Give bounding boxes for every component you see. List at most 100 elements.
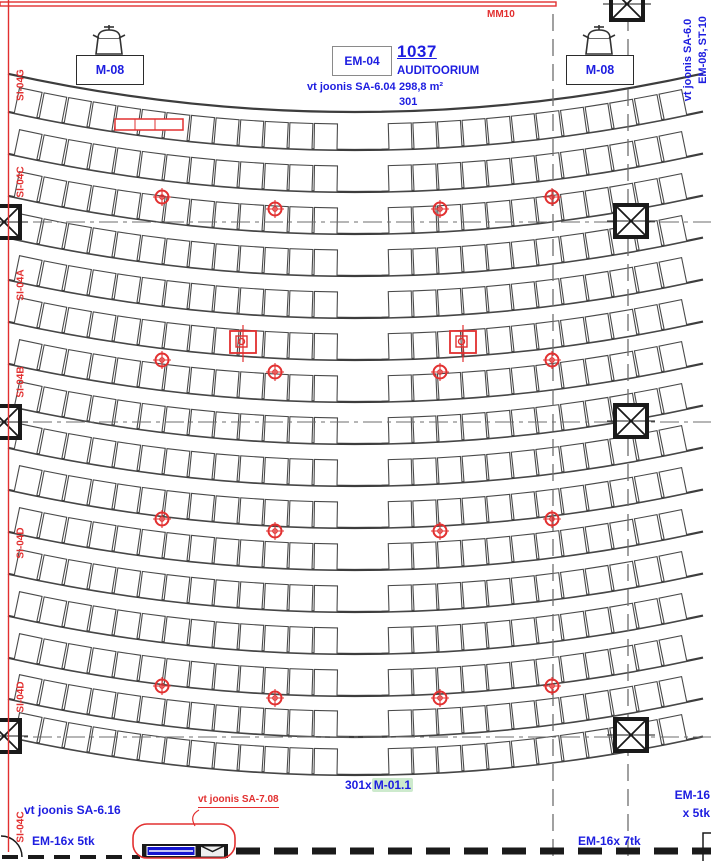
seat <box>535 110 563 140</box>
seat <box>163 280 191 310</box>
seat <box>113 567 142 598</box>
seat <box>188 492 216 523</box>
equipment-count-bottom: EM-16x 7tk <box>578 834 641 848</box>
seat <box>38 638 68 670</box>
seat <box>113 525 142 556</box>
seat-row-ref-highlight: M-01.1 <box>371 778 414 792</box>
seat <box>461 412 488 441</box>
seat <box>288 374 314 403</box>
column-symbol-4 <box>607 403 655 439</box>
seat <box>88 143 117 174</box>
seat <box>510 239 538 269</box>
seat <box>63 642 93 674</box>
seat <box>163 196 191 226</box>
seat <box>658 88 688 121</box>
seat <box>412 457 438 486</box>
seat <box>113 441 142 472</box>
seat <box>559 190 588 221</box>
seat <box>63 432 93 464</box>
seat <box>584 727 613 759</box>
seat <box>63 306 93 338</box>
seat <box>313 668 339 697</box>
seat <box>88 101 117 132</box>
seat <box>38 218 68 250</box>
seat <box>113 609 142 640</box>
seat <box>213 663 240 693</box>
seat <box>138 733 166 764</box>
seat <box>461 454 488 483</box>
seat <box>486 577 513 607</box>
seat <box>188 618 216 649</box>
seat <box>584 186 613 218</box>
seat <box>461 244 488 273</box>
projector-icon-1 <box>582 25 616 55</box>
seat <box>387 332 413 361</box>
equipment-count-right-2: x 5tk <box>682 806 710 820</box>
seat <box>559 652 588 683</box>
seat <box>13 87 43 119</box>
seat <box>412 625 438 654</box>
seat <box>412 163 438 192</box>
left-grid-label-6: SI-04C <box>15 811 27 843</box>
seat <box>559 400 588 431</box>
speaker-symbol-11 <box>543 510 561 528</box>
grid-label-mm10: MM10 <box>487 9 515 20</box>
revision-cloud <box>132 823 236 859</box>
seat <box>658 592 688 625</box>
seat <box>263 498 289 528</box>
seat <box>633 471 663 504</box>
seat <box>263 666 289 696</box>
seat <box>288 542 314 571</box>
seat <box>63 180 93 212</box>
left-grid-label-4: SI-04D <box>15 527 27 559</box>
seat <box>584 312 613 344</box>
speaker-symbol-10 <box>431 522 449 540</box>
seat <box>163 658 191 688</box>
seat-row-ref-prefix: 301x <box>345 778 372 792</box>
seat <box>436 287 463 317</box>
seat <box>658 675 688 708</box>
seat <box>13 297 43 329</box>
seat <box>188 701 216 732</box>
seat <box>313 416 339 445</box>
seat <box>163 154 191 184</box>
seat <box>609 476 638 508</box>
seat <box>559 274 588 305</box>
seat <box>387 500 413 529</box>
drawing-reference: vt joonis SA-6.04 <box>307 81 396 93</box>
seat <box>510 533 538 563</box>
column-symbol-2 <box>0 718 28 754</box>
seat <box>288 709 314 738</box>
seat <box>658 634 688 667</box>
seat <box>412 708 438 737</box>
seat <box>461 160 488 189</box>
seat <box>138 444 166 475</box>
seat <box>188 534 216 565</box>
seat <box>38 470 68 502</box>
seat <box>461 580 488 609</box>
seat <box>609 602 638 634</box>
seat <box>138 486 166 517</box>
seat <box>461 743 488 772</box>
seat <box>313 626 339 655</box>
left-grid-label-2: SI-04A <box>15 269 27 301</box>
seat <box>313 248 339 277</box>
seat <box>559 610 588 641</box>
seat <box>288 122 314 151</box>
seat <box>313 164 339 193</box>
seat <box>313 332 339 361</box>
left-grid-label-5: SI-04D <box>15 681 27 713</box>
seat <box>387 458 413 487</box>
seat <box>188 282 216 313</box>
seat <box>238 161 265 190</box>
seat <box>412 541 438 570</box>
projector-tag-left: M-08 <box>76 55 144 85</box>
seat <box>213 117 240 147</box>
seat <box>238 203 265 232</box>
seat <box>113 273 142 304</box>
seat <box>461 202 488 231</box>
speaker-symbol-1 <box>266 200 284 218</box>
seat <box>13 591 43 623</box>
seat <box>412 583 438 612</box>
seat <box>263 707 289 737</box>
